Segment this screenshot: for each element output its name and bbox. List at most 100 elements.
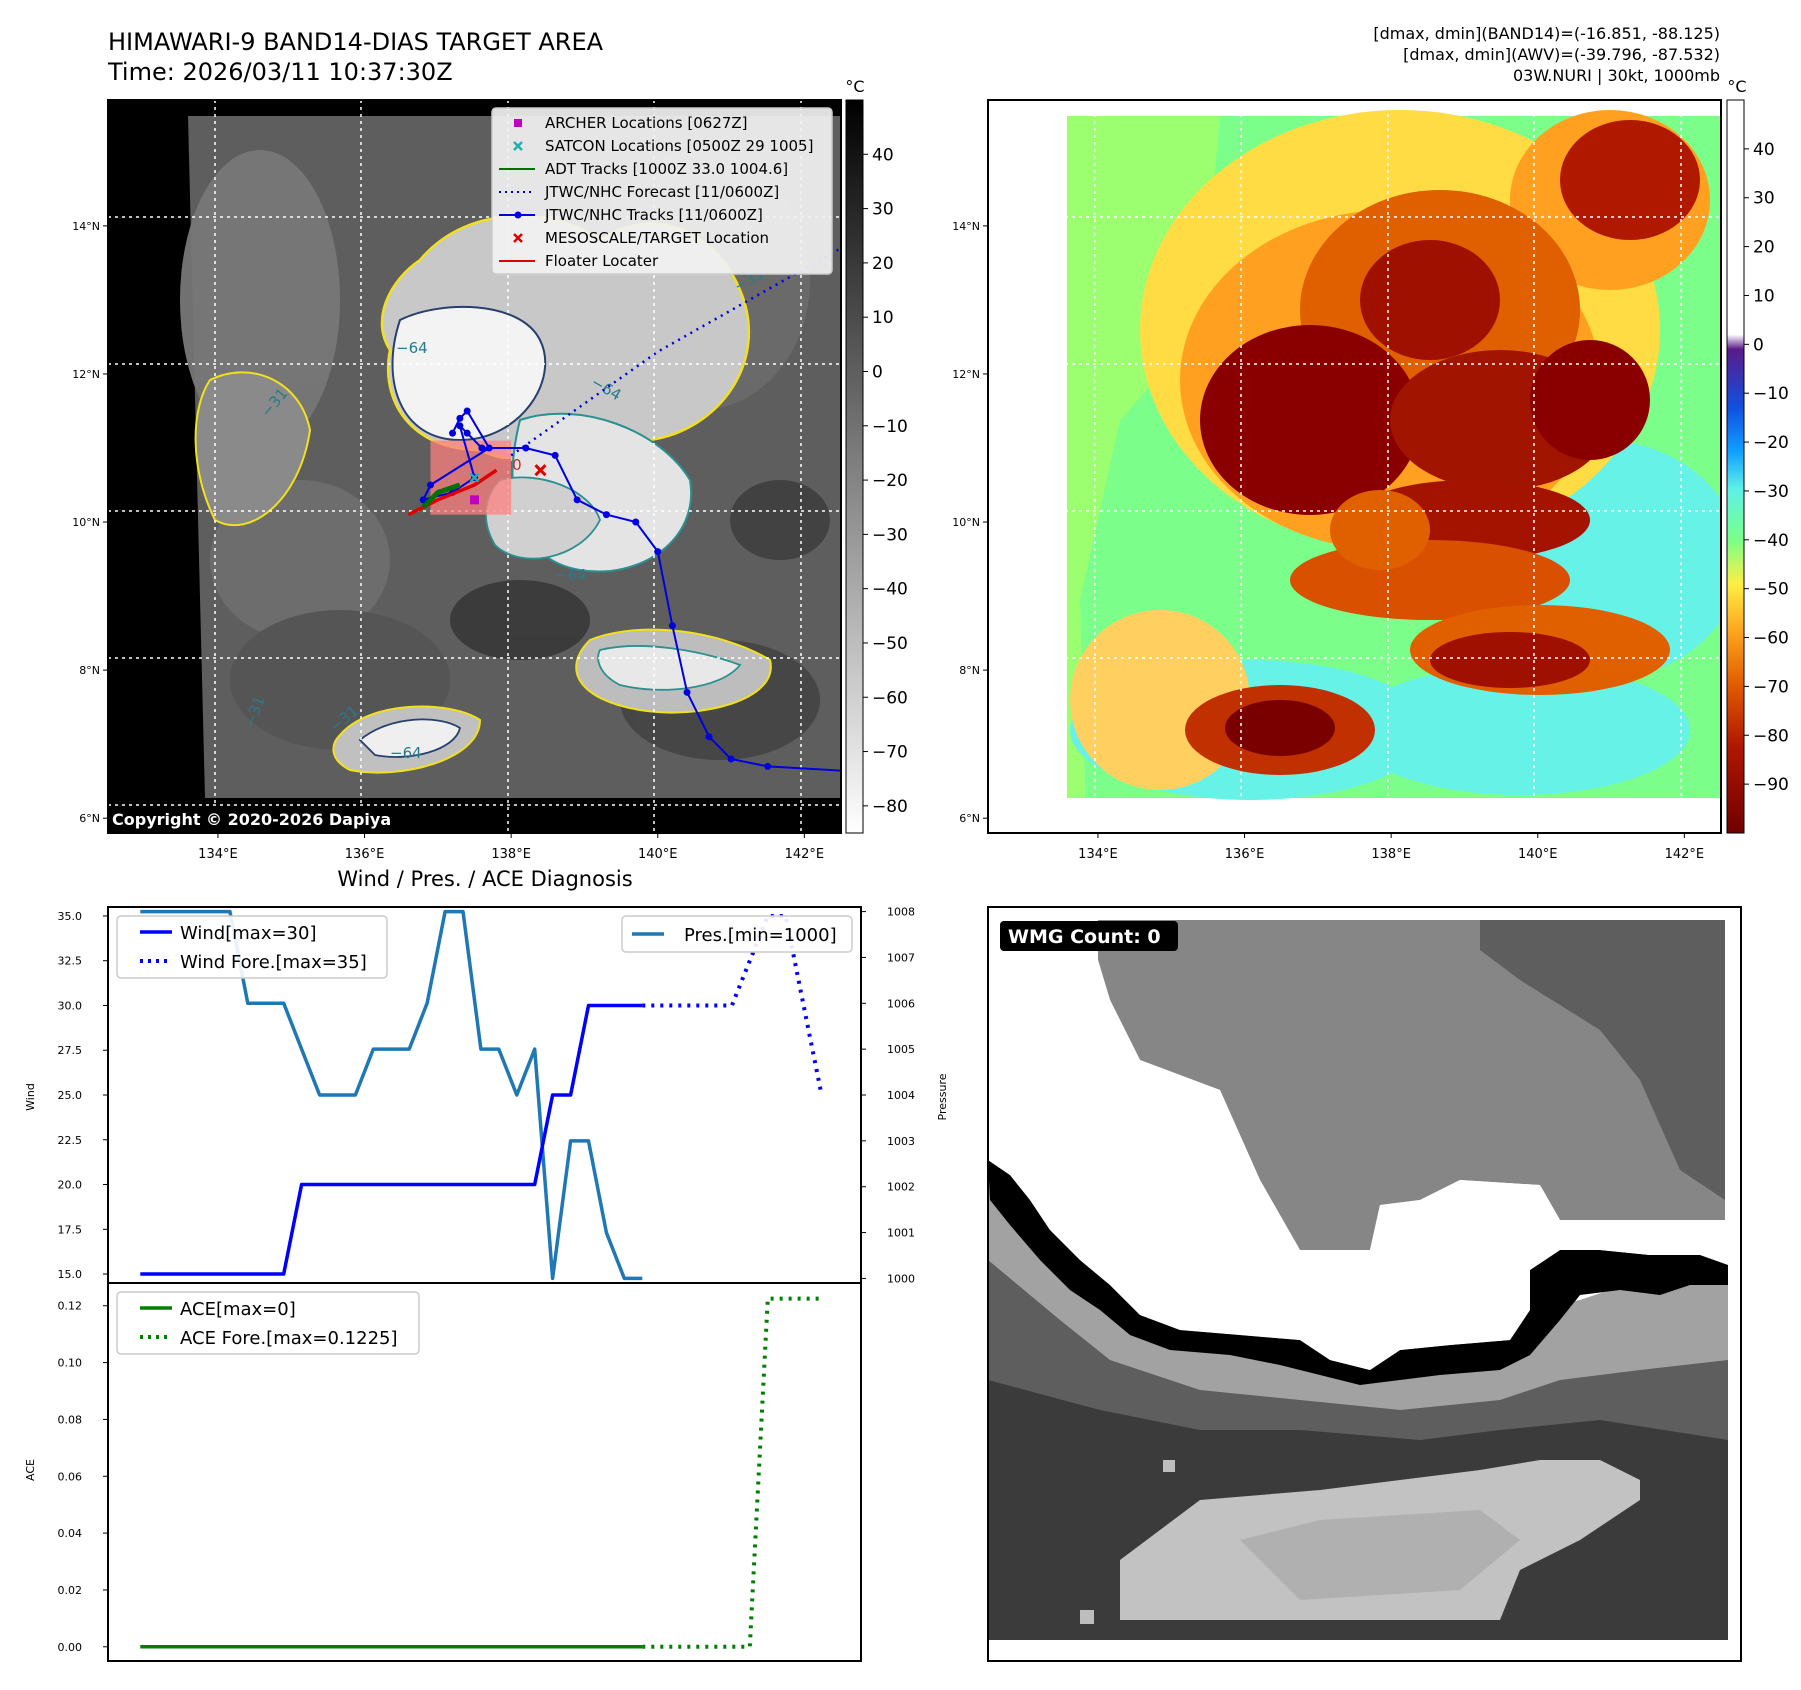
colorbar-tick-label: −10 xyxy=(1753,384,1789,404)
awv-lat-ticks: 14°N 12°N 10°N 8°N 6°N xyxy=(952,220,988,825)
colorbar-tick-label: 20 xyxy=(1753,238,1775,258)
colorbar-tick-label: 10 xyxy=(872,308,894,328)
lat-tick-label: 8°N xyxy=(959,664,980,677)
colorbar-tick-label: 0 xyxy=(872,362,883,382)
colorbar-tick-label: −10 xyxy=(872,417,908,437)
contour-label: −64 xyxy=(390,744,422,762)
colorbar-tick-label: −70 xyxy=(872,743,908,763)
legend-label: JTWC/NHC Forecast [11/0600Z] xyxy=(544,183,779,201)
y-tick-label: 15.0 xyxy=(58,1268,83,1281)
diagnosis-title: Wind / Pres. / ACE Diagnosis xyxy=(337,867,632,891)
colorbar-tick-label: −40 xyxy=(1753,531,1789,551)
lon-tick-label: 142°E xyxy=(1665,847,1705,862)
jtwc-track-point xyxy=(705,733,713,741)
ace-forecast-legend-label: ACE Fore.[max=0.1225] xyxy=(180,1328,398,1349)
info-line-2: [dmax, dmin](AWV)=(-39.796, -87.532) xyxy=(1403,45,1720,64)
colorbar-tick-label: −30 xyxy=(1753,482,1789,502)
info-line-1: [dmax, dmin](BAND14)=(-16.851, -88.125) xyxy=(1373,24,1720,43)
y-tick-label: 0.10 xyxy=(58,1357,83,1370)
y-tick-label: 0.04 xyxy=(58,1527,83,1540)
jtwc-track-point xyxy=(632,518,640,526)
colorbar-tick-label: −80 xyxy=(872,797,908,817)
lat-tick-label: 14°N xyxy=(952,220,980,233)
y-tick-label: 0.02 xyxy=(58,1584,83,1597)
colorbar-tick-label: −20 xyxy=(872,471,908,491)
colorbar-tick-label: 40 xyxy=(872,145,894,165)
legend-label: SATCON Locations [0500Z 29 1005] xyxy=(545,137,813,155)
legend-swatch xyxy=(513,233,523,243)
y-tick-label: 30.0 xyxy=(58,999,83,1012)
colorbar-tick-label: 30 xyxy=(1753,189,1775,209)
colorbar-tick-label: −50 xyxy=(1753,580,1789,600)
info-line-3: 03W.NURI | 30kt, 1000mb xyxy=(1513,66,1720,85)
legend-label: MESOSCALE/TARGET Location xyxy=(545,229,769,247)
legend-swatch-dot xyxy=(514,211,522,219)
series-line xyxy=(140,1003,643,1276)
jtwc-track-point xyxy=(654,548,662,556)
wind-forecast-legend-label: Wind Fore.[max=35] xyxy=(180,952,367,973)
wind-axis-label: Wind xyxy=(24,1083,37,1111)
y2-tick-label: 1002 xyxy=(887,1181,915,1194)
awv-map-panel xyxy=(987,99,1722,834)
ir-legend: ARCHER Locations [0627Z] SATCON Locations… xyxy=(491,107,833,275)
y-tick-label: 22.5 xyxy=(58,1134,83,1147)
jtwc-track-point xyxy=(683,688,691,696)
jtwc-track-point xyxy=(456,422,464,430)
y2-tick-label: 1006 xyxy=(887,997,915,1010)
archer-marker xyxy=(470,495,479,505)
y2-tick-label: 1007 xyxy=(887,951,915,964)
colorbar-tick-label: −60 xyxy=(1753,629,1789,649)
legend-label: ADT Tracks [1000Z 33.0 1004.6] xyxy=(545,160,788,178)
legend-label: ARCHER Locations [0627Z] xyxy=(545,114,748,132)
legend-label: JTWC/NHC Tracks [11/0600Z] xyxy=(544,206,763,224)
colorbar-tick-label: 10 xyxy=(1753,286,1775,306)
pressure-legend: Pres.[min=1000] xyxy=(621,915,853,953)
y2-tick-label: 1000 xyxy=(887,1272,915,1285)
colorbar-tick-label: −50 xyxy=(872,634,908,654)
jtwc-track-point xyxy=(463,407,471,415)
y-tick-label: 32.5 xyxy=(58,955,83,968)
awv-lon-ticks: 134°E 136°E 138°E 140°E 142°E xyxy=(1078,833,1704,862)
wmg-panel: WMG Count: 0 xyxy=(987,906,1742,1662)
ir-track-overlay xyxy=(407,247,841,772)
colorbar-tick-label: 30 xyxy=(872,200,894,220)
y-tick-label: 27.5 xyxy=(58,1044,83,1057)
pressure-axis-label: Pressure xyxy=(936,1073,949,1120)
y-tick-label: 0.08 xyxy=(58,1413,83,1426)
jtwc-track-point xyxy=(764,762,772,770)
lat-tick-label: 8°N xyxy=(79,664,100,677)
jtwc-track-point xyxy=(668,622,676,630)
lat-tick-label: 14°N xyxy=(72,220,100,233)
legend-swatch xyxy=(514,119,522,127)
target-marker xyxy=(534,464,547,477)
ace-axis-label: ACE xyxy=(24,1459,37,1481)
jtwc-track-point xyxy=(573,496,581,504)
ace-legend: ACE[max=0] ACE Fore.[max=0.1225] xyxy=(116,1291,420,1355)
adt-track-line xyxy=(421,482,461,509)
series-line xyxy=(140,909,643,1281)
y2-tick-label: 1005 xyxy=(887,1043,915,1056)
wind-pres-panel: 35.0 32.5 30.0 27.5 25.0 22.5 20.0 17.5 15.0 100… xyxy=(24,906,949,1286)
contour-label: −64 xyxy=(555,566,587,584)
colorbar-tick-label: 20 xyxy=(872,254,894,274)
y-tick-label: 20.0 xyxy=(58,1179,83,1192)
jtwc-track-point xyxy=(449,429,457,437)
lon-tick-label: 136°E xyxy=(345,847,385,862)
lat-tick-label: 10°N xyxy=(952,516,980,529)
jtwc-track-point xyxy=(727,755,735,763)
lat-tick-label: 12°N xyxy=(952,368,980,381)
ace-panel: 0.12 0.10 0.08 0.06 0.04 0.02 0.00 ACE ACE[max… xyxy=(24,1282,862,1662)
lon-tick-label: 134°E xyxy=(198,847,238,862)
wind-legend: Wind[max=30] Wind Fore.[max=35] xyxy=(116,915,388,979)
ir-colorbar-unit: °C xyxy=(845,77,864,96)
jtwc-track-point xyxy=(485,444,493,452)
awv-moisture-field xyxy=(1067,110,1721,800)
wmg-classification-field xyxy=(988,920,1728,1640)
ir-lat-ticks: 14°N 12°N 10°N 8°N 6°N xyxy=(72,220,108,825)
lon-tick-label: 140°E xyxy=(1518,847,1558,862)
y2-tick-label: 1001 xyxy=(887,1227,915,1240)
title-line-2: Time: 2026/03/11 10:37:30Z xyxy=(107,58,453,86)
lon-tick-label: 138°E xyxy=(1371,847,1411,862)
lat-tick-label: 6°N xyxy=(79,812,100,825)
